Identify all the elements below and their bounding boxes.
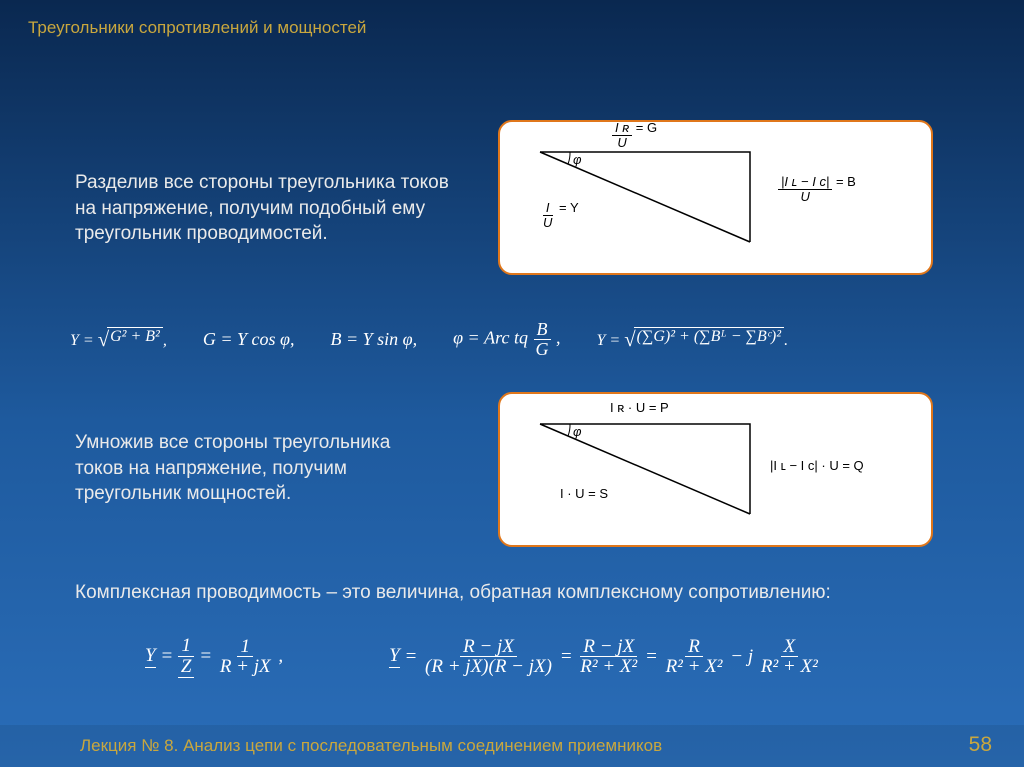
f1-post: , bbox=[163, 332, 167, 349]
eq2-f3d: R² + X² bbox=[663, 657, 726, 677]
eq2-lhs: Y bbox=[389, 645, 400, 668]
diag1-right-num: |I ʟ − I ᴄ| bbox=[778, 175, 832, 190]
eq2-f4d: R² + X² bbox=[758, 657, 821, 677]
paragraph-2: Умножив все стороны треугольника токов н… bbox=[75, 430, 435, 507]
eq1-post: , bbox=[278, 645, 283, 666]
eq1-f1n: 1 bbox=[178, 636, 194, 657]
diag1-left-eq: = Y bbox=[559, 200, 579, 215]
paragraph-1: Разделив все стороны треугольника токов … bbox=[75, 170, 455, 247]
lecture-footer: Лекция № 8. Анализ цепи с последовательн… bbox=[80, 736, 662, 756]
footer-bar: Лекция № 8. Анализ цепи с последовательн… bbox=[0, 725, 1024, 767]
f4a: φ = Arc tq bbox=[453, 328, 528, 348]
eq1-lhs: Y bbox=[145, 645, 156, 668]
diag1-left-den: U bbox=[540, 216, 555, 230]
paragraph-3: Комплексная проводимость – это величина,… bbox=[75, 580, 955, 606]
power-triangle-diagram: φ I ʀ · U = P I · U = S |I ʟ − I ᴄ| · U … bbox=[498, 392, 933, 547]
f4b: , bbox=[556, 328, 561, 348]
eq-sign: = bbox=[160, 645, 178, 666]
eq1-f2d: R + jX bbox=[217, 657, 274, 677]
eq1-f2n: 1 bbox=[237, 637, 253, 658]
f5-post: . bbox=[784, 332, 788, 349]
f1-pre: Y = bbox=[70, 332, 94, 349]
eq-sign2: = bbox=[199, 645, 217, 666]
eq-sign5: = bbox=[645, 645, 663, 666]
eq-sign3: = bbox=[404, 645, 422, 666]
formula-b: B = Y sin φ, bbox=[330, 329, 417, 350]
eq2-f3n: R bbox=[685, 637, 703, 658]
formula-row-1: Y = G² + B², G = Y cos φ, B = Y sin φ, φ… bbox=[70, 320, 788, 359]
conductance-triangle-diagram: φ I ʀU = G IU = Y |I ʟ − I ᴄ|U = B bbox=[498, 120, 933, 275]
formula-row-2: Y = 1Z = 1R + jX , Y = R − jX(R + jX)(R … bbox=[145, 636, 821, 678]
diag1-top-num: I ʀ bbox=[612, 121, 632, 136]
phi-label: φ bbox=[573, 152, 581, 167]
diag1-top-den: U bbox=[614, 136, 629, 150]
page-number: 58 bbox=[969, 733, 992, 757]
diag1-right-den: U bbox=[797, 190, 812, 204]
diag1-left-num: I bbox=[543, 201, 553, 216]
eq2-f2d: R² + X² bbox=[577, 657, 640, 677]
eq-sign4: = bbox=[560, 645, 578, 666]
phi-label-2: φ bbox=[573, 424, 581, 439]
slide-title: Треугольники сопротивлений и мощностей bbox=[28, 18, 366, 38]
eq2-f4n: X bbox=[781, 637, 799, 658]
formula-g: G = Y cos φ, bbox=[203, 329, 295, 350]
f5-root: (∑G)² + (∑Bᴸ − ∑Bᶜ)² bbox=[634, 327, 784, 348]
diag1-top-eq: = G bbox=[636, 120, 657, 135]
eq2-f1n: R − jX bbox=[460, 637, 517, 658]
eq2-mid: − j bbox=[730, 645, 753, 666]
f5-pre: Y = bbox=[597, 332, 621, 349]
diag1-right-eq: = B bbox=[836, 174, 856, 189]
f4-num: B bbox=[534, 320, 551, 340]
diag2-top: I ʀ · U = P bbox=[610, 400, 669, 415]
diag2-right: |I ʟ − I ᴄ| · U = Q bbox=[770, 458, 864, 473]
eq2-f1d: (R + jX)(R − jX) bbox=[422, 657, 555, 677]
f1-root: G² + B² bbox=[107, 327, 163, 348]
eq2-f2n: R − jX bbox=[580, 637, 637, 658]
eq1-f1d: Z bbox=[178, 657, 195, 678]
f4-den: G bbox=[533, 340, 552, 359]
diag2-left: I · U = S bbox=[560, 486, 608, 501]
